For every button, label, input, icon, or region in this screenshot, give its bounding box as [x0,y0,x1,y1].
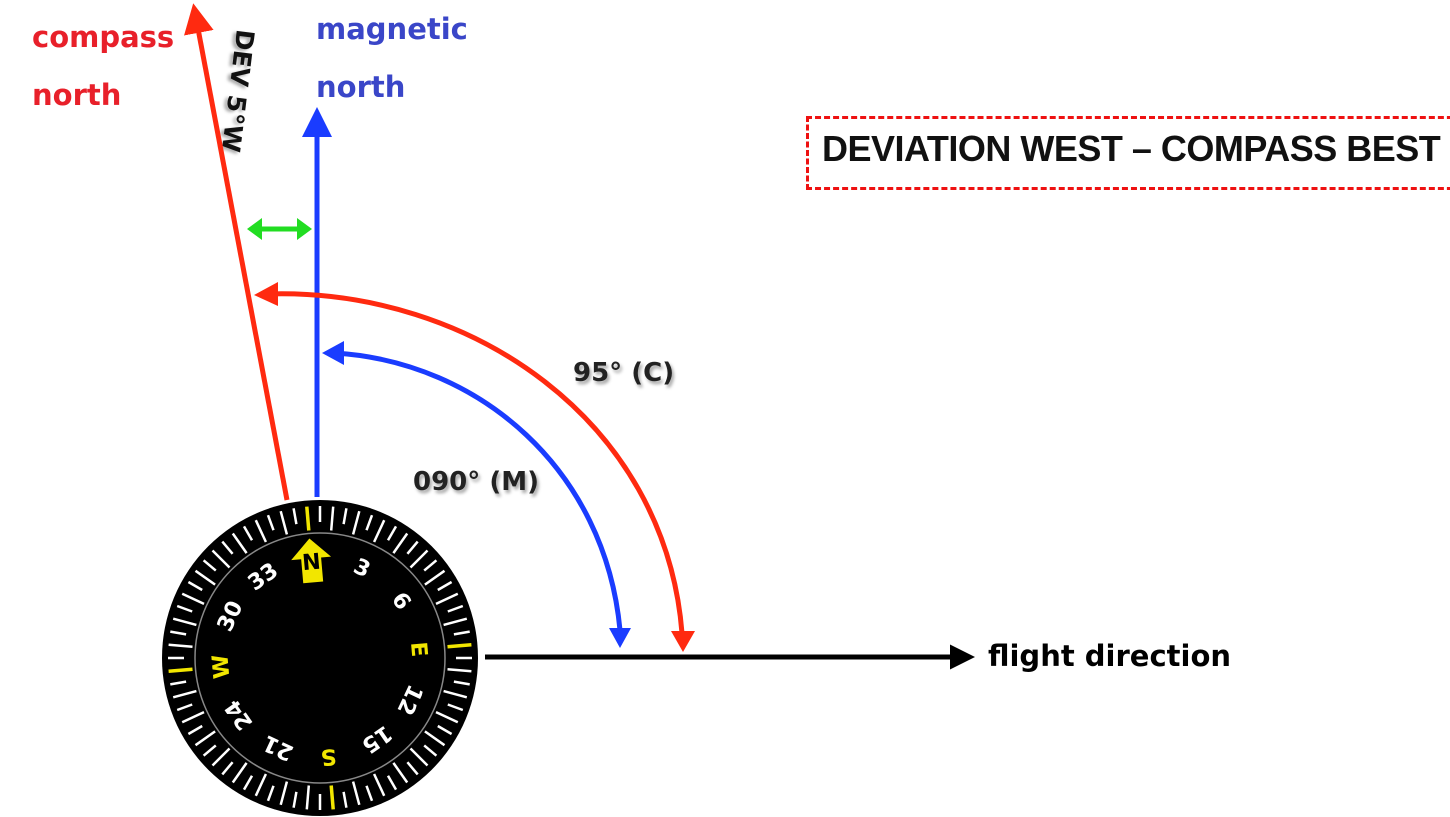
deviation-double-arrow [247,218,312,240]
compass-north-label-line2: north [32,78,122,112]
compass-heading-arc [267,291,685,634]
svg-text:E: E [405,641,431,658]
magnetic-north-label-line1: magnetic [316,12,468,46]
magnetic-heading-arc [334,350,623,631]
compass-heading-label: 95° (C) [573,358,675,388]
svg-text:N: N [301,550,322,577]
title-box [806,116,1450,190]
magnetic-north-label-line2: north [316,70,406,104]
compass-north-label-line1: compass [32,20,175,54]
svg-text:S: S [320,743,338,769]
diagram-title: DEVIATION WEST – COMPASS BEST [822,128,1441,169]
magnetic-heading-label: 090° (M) [413,467,539,497]
compass-north-arrow [184,3,290,501]
flight-direction-label: flight direction [988,639,1232,673]
svg-text:W: W [208,653,235,679]
